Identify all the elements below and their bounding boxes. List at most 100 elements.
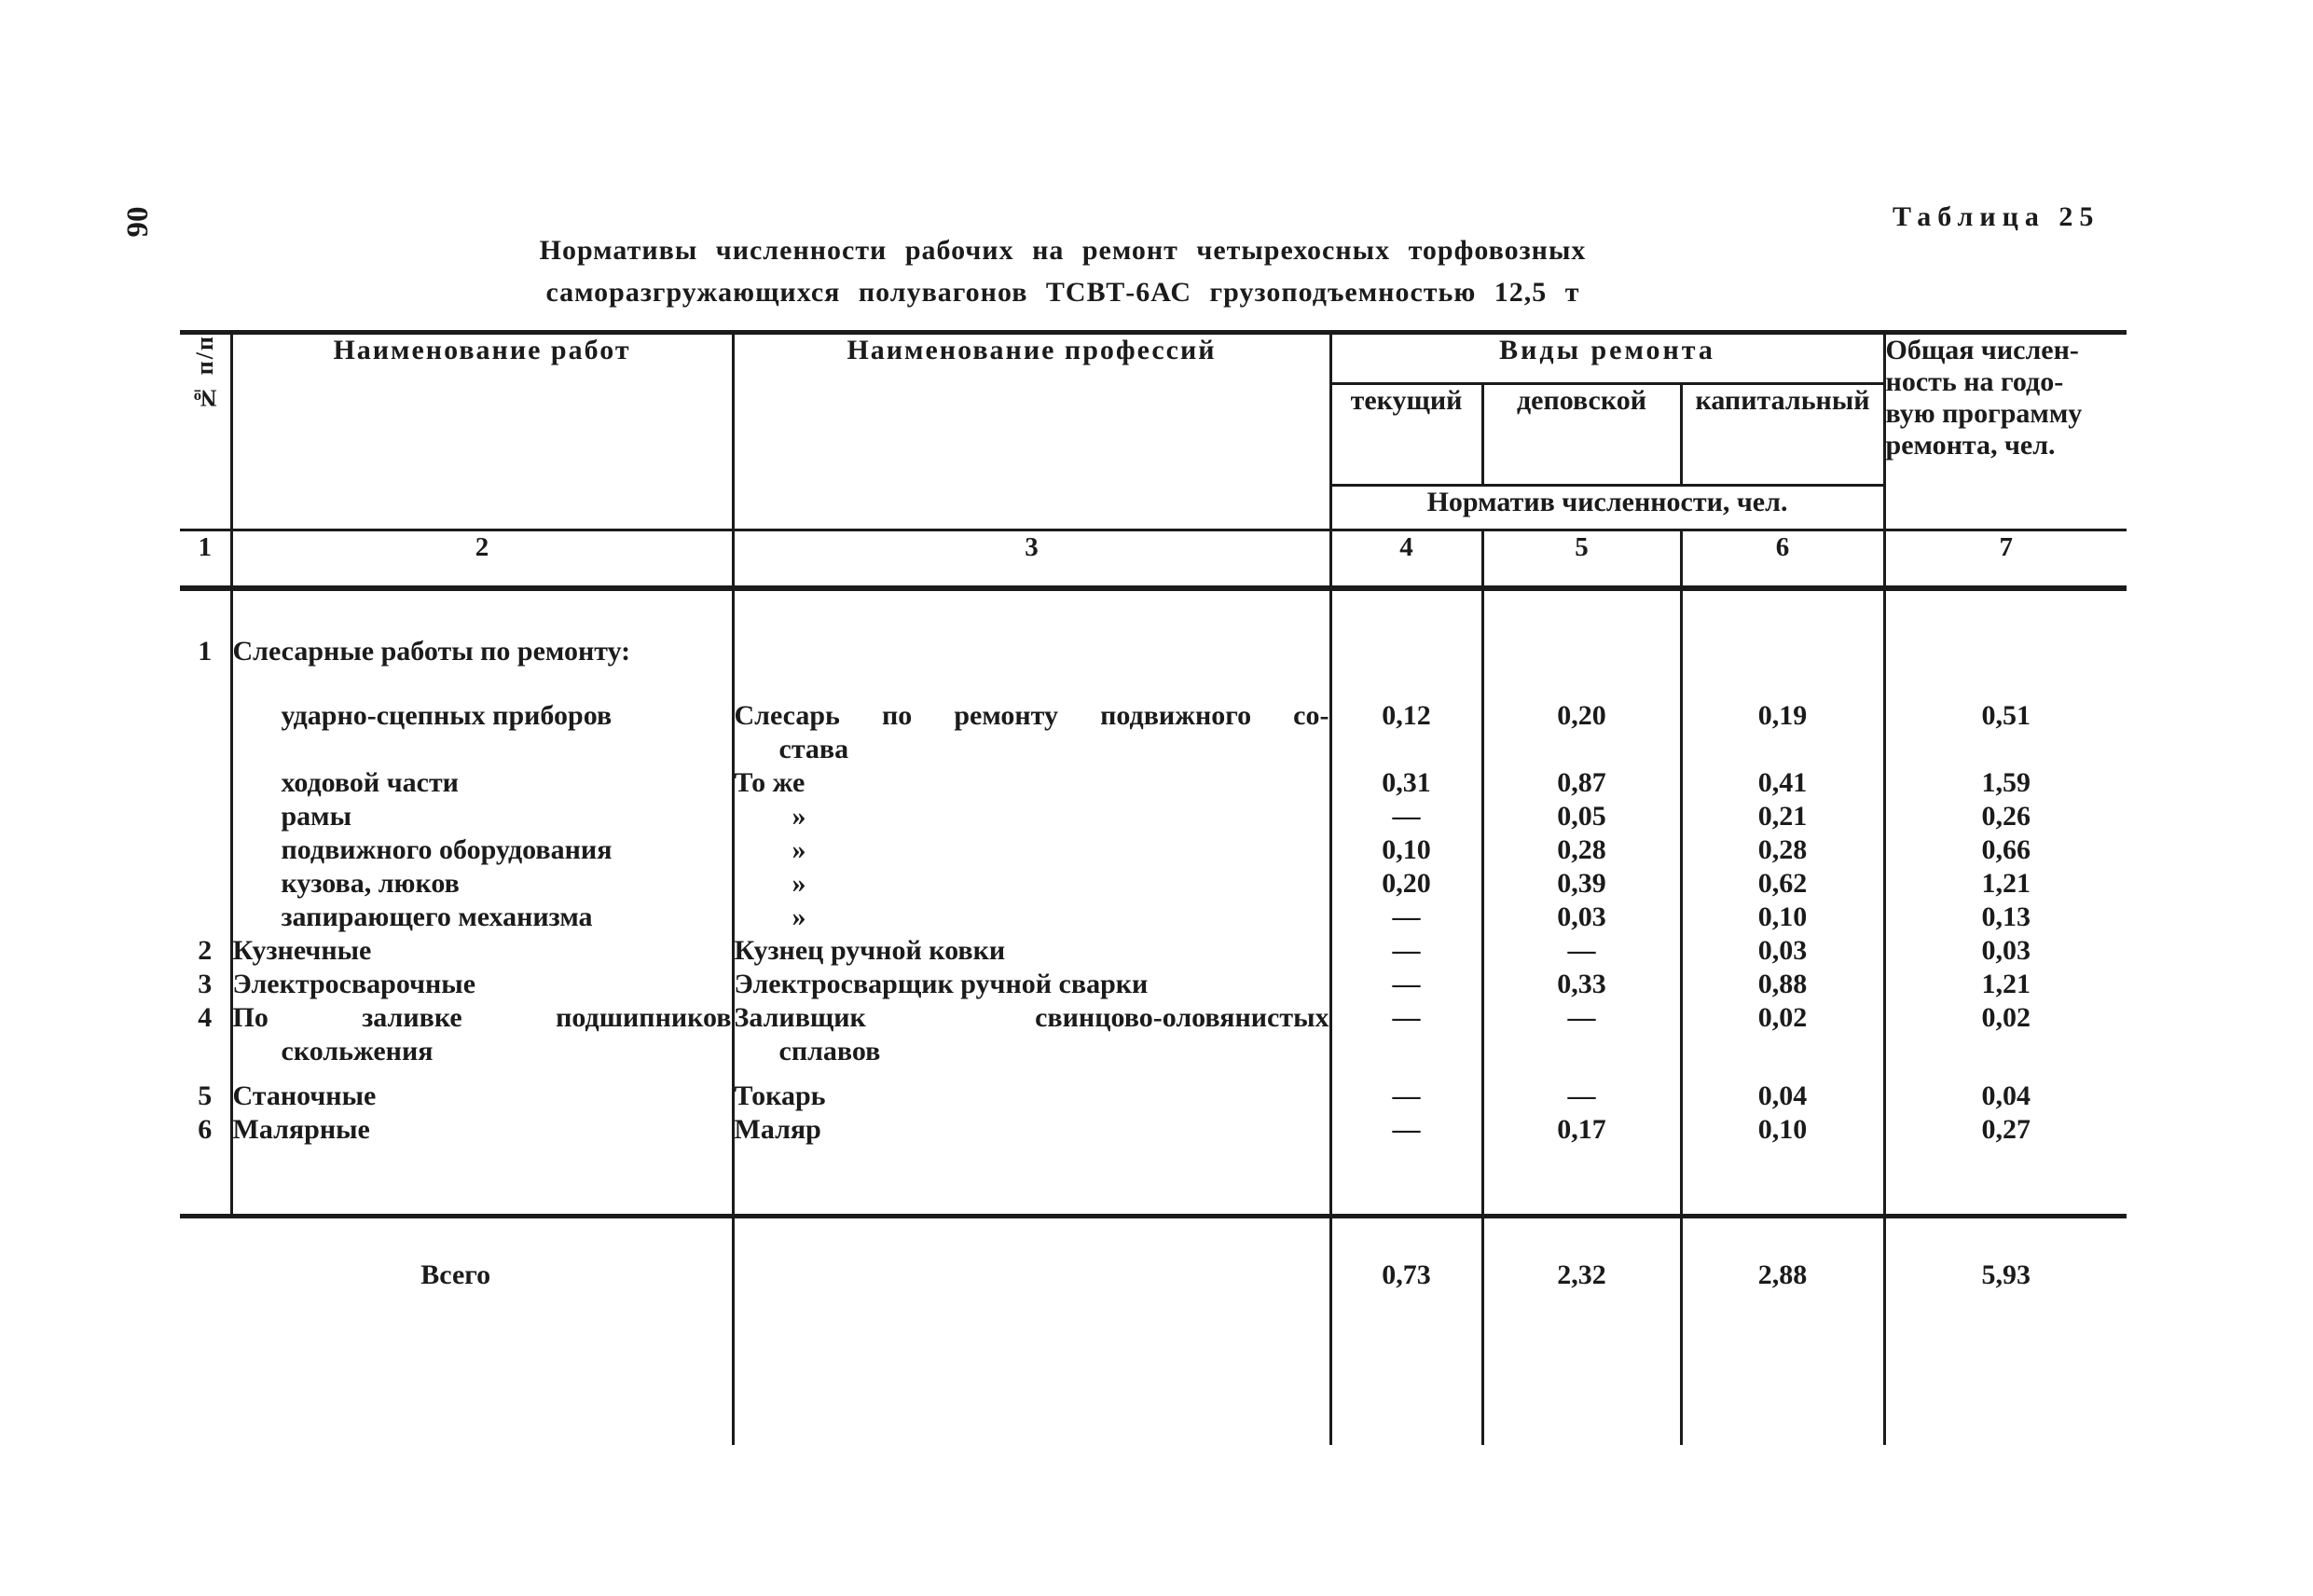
total-number-cell (1884, 1036, 2127, 1067)
work-name-cell: скольжения (231, 1035, 735, 1067)
total-depot-cell: 2,32 (1482, 1214, 1683, 1366)
work-name-cell: Станочные (231, 1066, 735, 1114)
filler-cell (1681, 1365, 1886, 1445)
row-number-cell: 6 (180, 1113, 233, 1217)
profession-cell: То же (733, 766, 1332, 801)
row-number-cell (180, 733, 233, 767)
total-capital-cell: 2,88 (1681, 1214, 1886, 1366)
norm-capital-cell: 0,03 (1681, 934, 1886, 969)
header-cell-depot: деповской (1482, 383, 1683, 487)
norm-capital-cell: 0,62 (1681, 867, 1886, 901)
col-number-5: 5 (1482, 530, 1683, 591)
col-number-4: 4 (1330, 530, 1484, 591)
norm-depot-cell (1482, 733, 1683, 767)
total-number-cell: 0,13 (1981, 901, 2031, 932)
header-cell-repair-types: Виды ремонта (1330, 330, 1886, 385)
page-number: 90 (121, 206, 155, 238)
norm-current-cell (1330, 733, 1484, 767)
col-number-1: 1 (180, 530, 233, 591)
norm-current-cell: — (1330, 934, 1484, 969)
table-row: подвижного оборудования » 0,10 0,28 0,28… (180, 833, 2127, 868)
norm-capital-cell: 0,21 (1681, 800, 1886, 834)
filler-cell (1482, 1365, 1683, 1445)
document-title: Нормативы численности рабочих на ремонт … (494, 229, 1631, 313)
total-number-cell: 1,21 (1981, 867, 2031, 899)
profession-cell: Маляр (733, 1113, 1332, 1217)
norm-capital-cell (1681, 1035, 1886, 1067)
norm-current-cell: 0,10 (1330, 833, 1484, 868)
filler-row (180, 1365, 2127, 1445)
norm-current-cell: — (1330, 968, 1484, 1002)
profession-cell: » (733, 833, 1332, 868)
norm-current-cell: — (1330, 1001, 1484, 1036)
work-name-cell (231, 733, 735, 767)
row-number-cell: 3 (180, 968, 233, 1002)
table-row: 3 Электросварочные Электросварщик ручной… (180, 968, 2127, 1002)
total-header-line: вую программу (1885, 398, 2083, 429)
work-name-cell: кузова, люков (231, 867, 735, 901)
total-header-line: Общая числен- (1885, 335, 2079, 366)
title-line-1: Нормативы численности рабочих на ремонт … (539, 235, 1587, 266)
norms-table: № п/п Наименование работ Наименование пр… (180, 330, 2127, 1445)
header-cell-no: № п/п (180, 330, 233, 531)
profession-cell (733, 587, 1332, 700)
total-header-line: ность на годо- (1885, 366, 2064, 397)
header-row-3: Норматив численности, чел. (180, 485, 2127, 531)
header-row-2: текущий деповской капитальный (180, 383, 2127, 487)
table-row: ударно-сцепных приборов Слесарь по ремон… (180, 699, 2127, 734)
header-row-1: № п/п Наименование работ Наименование пр… (180, 330, 2127, 531)
table-row: запирающего механизма » — 0,03 0,10 0,13 (180, 901, 2127, 935)
norm-current-cell (1330, 1035, 1484, 1067)
row-number-cell: 5 (180, 1066, 233, 1114)
total-number-cell (1884, 588, 2127, 700)
norm-depot-cell: 0,39 (1482, 867, 1683, 901)
norm-depot-cell: 0,17 (1482, 1113, 1683, 1217)
norm-capital-cell (1681, 733, 1886, 767)
filler-cell (733, 1365, 1332, 1445)
norm-depot-cell: 0,33 (1482, 968, 1683, 1002)
profession-cell: сплавов (733, 1035, 1332, 1067)
norm-depot-cell: 0,03 (1482, 901, 1683, 935)
total-number-cell: 0,51 (1981, 699, 2031, 731)
total-number-cell: 0,66 (1981, 833, 2031, 865)
work-name-cell: рамы (231, 800, 735, 834)
total-number-cell: 0,27 (1981, 1113, 2031, 1145)
row-number-cell: 1 (180, 587, 233, 700)
work-name-cell: подвижного оборудования (231, 833, 735, 868)
work-name-cell: Кузнечные (231, 934, 735, 969)
total-row: Всего 0,73 2,32 2,88 5,93 (180, 1214, 2127, 1366)
total-label-cell: Всего (180, 1214, 735, 1366)
header-cell-norm-label: Норматив численности, чел. (1330, 485, 1886, 531)
total-current-cell: 0,73 (1330, 1214, 1484, 1366)
norm-depot-cell: — (1482, 934, 1683, 969)
profession-cell: » (733, 800, 1332, 834)
norm-capital-cell: 0,28 (1681, 833, 1886, 868)
total-number-cell: 0,03 (1981, 934, 2031, 966)
norm-current-cell: — (1330, 800, 1484, 834)
total-number-cell: 1,59 (1981, 766, 2031, 798)
header-cell-total: Общая числен- ность на годо- вую програм… (1884, 330, 2127, 531)
norm-depot-cell: 0,05 (1482, 800, 1683, 834)
norm-capital-cell: 0,41 (1681, 766, 1886, 801)
norm-depot-cell: 0,20 (1482, 699, 1683, 734)
norm-current-cell: — (1330, 901, 1484, 935)
table-row: става (180, 733, 2127, 767)
profession-cell: » (733, 901, 1332, 935)
col-number-7: 7 (1884, 530, 2127, 591)
total-number-cell (1884, 734, 2127, 767)
norm-depot-cell: — (1482, 1001, 1683, 1036)
header-row-numbers: 1 2 3 4 5 6 7 (180, 530, 2127, 591)
norm-current-cell: 0,12 (1330, 699, 1484, 734)
header-cell-works: Наименование работ (231, 330, 735, 531)
norm-capital-cell (1681, 587, 1886, 700)
row-number-cell (180, 766, 233, 801)
table-row: кузова, люков » 0,20 0,39 0,62 1,21 (180, 867, 2127, 901)
table-row: 6 Малярные Маляр — 0,17 0,10 0,27 (180, 1113, 2127, 1217)
no-header-vertical-text: № п/п (190, 335, 218, 412)
norm-capital-cell: 0,04 (1681, 1066, 1886, 1114)
norm-depot-cell: 0,28 (1482, 833, 1683, 868)
work-name-cell: Электросварочные (231, 968, 735, 1002)
work-name-cell: ударно-сцепных приборов (231, 699, 735, 734)
norm-depot-cell: — (1482, 1066, 1683, 1114)
total-number-cell: 0,02 (1981, 1001, 2031, 1033)
